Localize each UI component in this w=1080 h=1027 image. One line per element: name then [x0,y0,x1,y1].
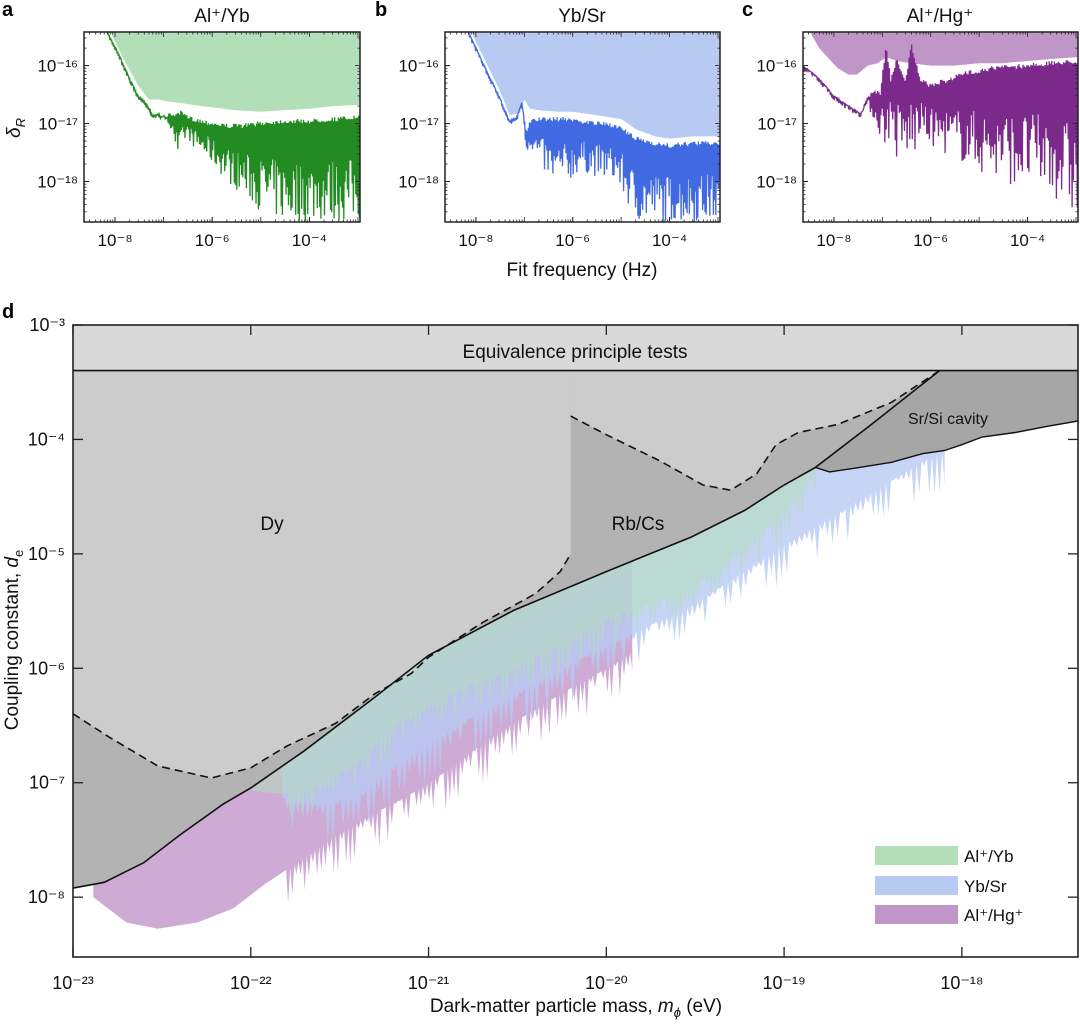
axes-frame [72,324,1079,958]
x-tick-label: 10⁻⁸ [816,231,851,250]
ylabel-pre: Coupling constant, [2,568,23,731]
excluded-region-fill [809,32,1078,75]
region-label-dy: Dy [260,514,284,535]
panel-d-xlabel: Dark-matter particle mass, mϕ (eV) [430,996,722,1020]
legend-label-alhg: Al⁺/Hg⁺ [964,906,1024,925]
dy-dashed-line [73,553,572,779]
panel-a-ylabel: δR [4,118,28,138]
panel-b-plot: 10⁻⁸ 10⁻⁶ 10⁻⁴ 10⁻¹⁶ 10⁻¹⁷ 10⁻¹⁸ [398,31,721,250]
rbcs-dashed-line [570,369,941,492]
y-tick-label: 10⁻¹⁶ [756,57,797,76]
x-tick-label: 10⁻⁶ [195,231,230,250]
ylabel-delta: δ [4,127,25,138]
legend-label-alyb: Al⁺/Yb [964,847,1014,866]
y-tick-label: 10⁻⁶ [28,658,65,678]
legend-label-ybsr: Yb/Sr [964,877,1007,896]
axes-frame [802,31,1079,223]
x-tick-label: 10⁻²³ [52,973,94,993]
ylabel-sub: e [11,550,26,557]
panel-c-title: Al⁺/Hg⁺ [907,6,974,27]
plot-area [73,325,1078,929]
srsi-bound-line [815,420,1078,473]
panel-a-plot: 10⁻⁸ 10⁻⁶ 10⁻⁴ 10⁻¹⁶ 10⁻¹⁷ 10⁻¹⁸ [37,31,361,250]
x-tick-label: 10⁻⁴ [652,231,687,250]
panel-letter-d: d [2,301,14,323]
excluded-region-fill [110,32,360,112]
combined-bound-line [73,369,941,889]
x-tick-label: 10⁻⁴ [292,231,327,250]
ylabel-delta-sub: R [13,118,28,127]
region-srsi-fill [815,370,1078,472]
y-tick-label: 10⁻⁴ [28,429,65,449]
y-tick-label: 10⁻¹⁸ [756,172,797,191]
panel-d-ylabel: Coupling constant, de [2,550,26,730]
x-tick-label: 10⁻⁸ [458,231,493,250]
x-tick-label: 10⁻¹⁹ [762,973,805,993]
plot-area [106,32,360,222]
panel-c-plot: 10⁻⁸ 10⁻⁶ 10⁻⁴ 10⁻¹⁶ 10⁻¹⁷ 10⁻¹⁸ [756,31,1079,250]
y-tick-label: 10⁻¹⁷ [757,115,797,134]
legend-swatch-alhg [875,905,958,924]
x-tick-label: 10⁻⁴ [1010,231,1045,250]
y-tick-label: 10⁻¹⁷ [399,115,439,134]
axes-frame [444,31,721,223]
x-tick-label: 10⁻²² [230,973,272,993]
y-tick-label: 10⁻¹⁸ [398,172,439,191]
signal-line [106,32,360,222]
x-tick-label: 10⁻²⁰ [585,973,628,993]
y-tick-label: 10⁻¹⁸ [37,172,78,191]
y-tick-label: 10⁻¹⁷ [38,115,78,134]
plot-area [468,32,720,222]
y-tick-label: 10⁻¹⁶ [37,57,78,76]
panel-b-xlabel: Fit frequency (Hz) [507,260,658,281]
y-tick-label: 10⁻³ [29,315,65,335]
ylabel-var: d [2,556,23,568]
xlabel-pre: Dark-matter particle mass, [430,996,658,1017]
region-equivalence-fill [73,325,1078,371]
series-region-0 [250,467,816,821]
x-tick-label: 10⁻¹⁸ [940,973,983,993]
x-tick-label: 10⁻⁸ [97,231,132,250]
panel-b-title: Yb/Sr [558,6,606,27]
x-tick-label: 10⁻⁶ [555,231,590,250]
y-tick-label: 10⁻¹⁶ [398,57,439,76]
panel-letter-b: b [375,0,387,21]
xlabel-post: (eV) [681,996,722,1017]
y-tick-label: 10⁻⁷ [29,773,65,793]
series-region-1 [282,450,945,842]
xlabel-var: m [658,996,674,1017]
legend-swatch-ybsr [875,876,958,895]
region-label-rbcs: Rb/Cs [612,514,665,535]
excluded-region-fill [471,32,720,139]
plot-area [803,32,1078,208]
axes-frame [83,31,361,223]
x-tick-label: 10⁻⁶ [913,231,948,250]
panel-d-plot: 10⁻²³ 10⁻²² 10⁻²¹ 10⁻²⁰ 10⁻¹⁹ 10⁻¹⁸ 10⁻³ 10⁻⁴ 10… [28,315,1079,993]
xlabel-sub: ϕ [674,1005,681,1020]
panel-a-title: Al⁺/Yb [194,6,249,27]
legend: Al⁺/Yb Yb/Sr Al⁺/Hg⁺ [875,846,1024,925]
y-tick-label: 10⁻⁸ [28,887,65,907]
region-label-srsi: Sr/Si cavity [908,411,988,428]
legend-swatch-alyb [875,846,958,865]
region-dy-fill [73,370,571,778]
signal-line [468,32,720,222]
x-tick-label: 10⁻²¹ [408,973,450,993]
region-above-rbcs-fill [570,370,940,491]
region-label-equivalence: Equivalence principle tests [463,342,688,363]
panel-letter-a: a [2,0,14,21]
y-tick-label: 10⁻⁵ [28,544,65,564]
signal-line [803,44,1078,208]
svg-text:Coupling constant, de: Coupling constant, de [2,550,26,730]
svg-text:δR: δR [4,118,28,138]
panel-letter-c: c [742,0,753,21]
